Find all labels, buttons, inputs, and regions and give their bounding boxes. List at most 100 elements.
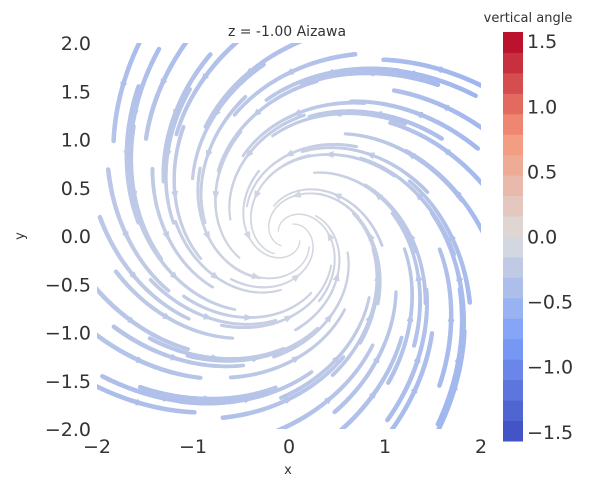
stream-arrow bbox=[243, 230, 251, 241]
stream-arrow bbox=[324, 151, 334, 159]
streamline-segment bbox=[185, 43, 189, 44]
streamline-segment bbox=[338, 427, 344, 429]
streamline-segment bbox=[241, 152, 246, 158]
streamline-segment bbox=[277, 288, 283, 292]
streamline-segment bbox=[295, 43, 302, 45]
streamline-segment bbox=[363, 183, 369, 188]
streamline-segment bbox=[185, 316, 191, 321]
colorbar-band bbox=[503, 338, 523, 360]
colorbar-band bbox=[503, 359, 523, 381]
colorbar-band bbox=[503, 154, 523, 176]
colorbar-band bbox=[503, 379, 523, 401]
streamline-segment bbox=[300, 43, 303, 44]
colorbar-tick-label: −1.0 bbox=[527, 357, 573, 379]
stream-arrow bbox=[283, 315, 294, 323]
colorbar-band bbox=[503, 297, 523, 319]
stream-arrow bbox=[284, 149, 295, 157]
streamline-segment bbox=[489, 245, 490, 247]
streamline-segment bbox=[437, 247, 443, 254]
colorbar-band bbox=[503, 175, 523, 197]
streamline-segment bbox=[390, 211, 396, 217]
y-tick-label: 2.0 bbox=[61, 33, 91, 55]
streamline-segment bbox=[97, 384, 99, 389]
streamline-segment bbox=[485, 236, 486, 238]
streamline-segment bbox=[97, 332, 98, 336]
streamline-segment bbox=[137, 43, 142, 45]
streamline-segment bbox=[488, 242, 489, 244]
streamline-segment bbox=[307, 114, 314, 119]
streamline-segment bbox=[232, 111, 238, 117]
streamline-segment bbox=[388, 120, 395, 126]
streamline-segment bbox=[434, 436, 435, 438]
streamline-segment bbox=[487, 190, 488, 192]
y-tick-label: 1.0 bbox=[61, 130, 91, 152]
colorbar-tick-label: 1.5 bbox=[527, 31, 557, 53]
colorbar-band bbox=[503, 113, 523, 135]
streamline-segment bbox=[272, 318, 278, 323]
streamline-segment bbox=[183, 346, 190, 352]
streamline-segment bbox=[171, 219, 176, 225]
streamline-segment bbox=[271, 252, 276, 255]
streamline-segment bbox=[484, 186, 485, 188]
streamline-segment bbox=[486, 131, 488, 132]
streamline-segment bbox=[141, 38, 142, 40]
streamline-segment bbox=[484, 87, 486, 88]
streamline-segment bbox=[271, 133, 276, 138]
streamline-segment bbox=[307, 370, 314, 376]
streamline-segment bbox=[165, 287, 171, 293]
streamline-segment bbox=[272, 432, 274, 433]
streamline-segment bbox=[389, 432, 390, 434]
streamline-segment bbox=[487, 240, 488, 242]
streamline-segment bbox=[203, 122, 209, 129]
plot-area bbox=[97, 34, 491, 438]
colorbar-band bbox=[503, 420, 523, 442]
streamline-segment bbox=[489, 192, 490, 194]
streamline-segment bbox=[480, 183, 481, 186]
streamline-segment bbox=[389, 428, 393, 429]
streamline-segment bbox=[276, 427, 283, 429]
streamline-segment bbox=[203, 219, 207, 225]
colorbar-band bbox=[503, 216, 523, 237]
y-axis-ticks: −2.0 −1.5 −1.0 −0.5 0.0 0.5 1.0 1.5 2.0 bbox=[45, 33, 91, 441]
colorbar-ticks: 1.5 1.0 0.5 0.0 −0.5 −1.0 −1.5 bbox=[527, 31, 573, 444]
colorbar-band bbox=[503, 256, 523, 278]
y-tick-label: 1.5 bbox=[61, 81, 91, 103]
streamline-segment bbox=[297, 43, 303, 45]
streamline-segment bbox=[191, 34, 192, 36]
streamline-segment bbox=[236, 255, 241, 259]
streamline-segment bbox=[300, 149, 306, 154]
streamlines bbox=[97, 34, 491, 438]
y-tick-label: −0.5 bbox=[45, 274, 91, 296]
streamline-segment bbox=[490, 247, 491, 249]
streamline-segment bbox=[369, 343, 375, 350]
colorbar-tick-label: −0.5 bbox=[527, 292, 573, 314]
streamline-segment bbox=[97, 286, 98, 289]
streamline-segment bbox=[216, 167, 221, 173]
stream-arrow bbox=[171, 190, 179, 201]
streamline-segment bbox=[275, 428, 278, 429]
streamline-segment bbox=[97, 286, 99, 292]
y-tick-label: 0.0 bbox=[61, 226, 91, 248]
streamline-segment bbox=[265, 176, 270, 181]
x-axis-ticks: −2 −1 0 1 2 bbox=[83, 436, 487, 458]
stream-arrow bbox=[447, 312, 455, 322]
colorbar-title: vertical angle bbox=[484, 11, 573, 26]
colorbar-band bbox=[503, 236, 523, 258]
streamline-segment bbox=[333, 435, 335, 436]
colorbar-band bbox=[503, 318, 523, 340]
streamline-segment bbox=[402, 247, 407, 253]
streamline-segment bbox=[486, 238, 487, 240]
streamline-segment bbox=[275, 427, 281, 429]
streamline-segment bbox=[315, 215, 319, 218]
y-tick-label: −1.0 bbox=[45, 323, 91, 345]
streamline-segment bbox=[271, 385, 278, 391]
streamline-segment bbox=[359, 156, 365, 161]
streamline-segment bbox=[338, 428, 342, 429]
streamline-segment bbox=[188, 38, 189, 40]
colorbar-tick-label: 1.0 bbox=[527, 96, 557, 118]
x-tick-label: 0 bbox=[283, 436, 295, 458]
streamline-segment bbox=[404, 149, 411, 154]
streamline-segment bbox=[97, 332, 100, 338]
colorbar-band bbox=[503, 400, 523, 422]
colorbar-tick-label: 0.5 bbox=[527, 161, 557, 183]
